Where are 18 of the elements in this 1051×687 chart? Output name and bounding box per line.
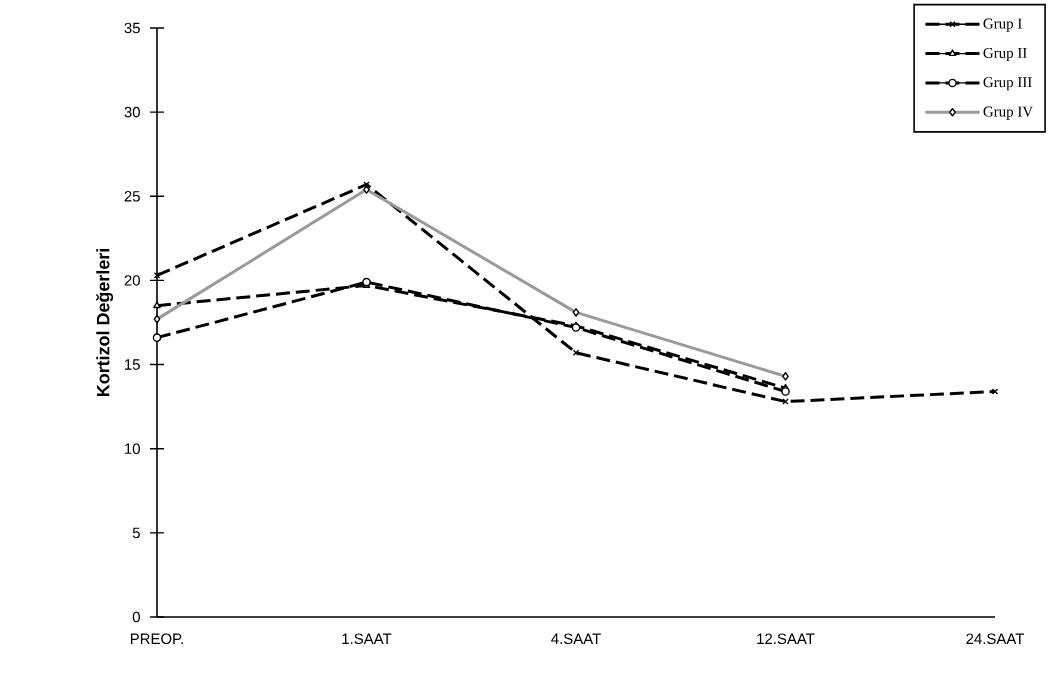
y-tick-label: 0: [132, 611, 140, 623]
legend-label: Grup IV: [983, 106, 1033, 120]
y-tick-label: 35: [124, 22, 140, 34]
x-tick-label: 4.SAAT: [551, 633, 601, 645]
x-tick-label: 24.SAAT: [966, 633, 1025, 645]
y-tick-label: 25: [124, 190, 140, 202]
y-axis-title: Kortizol Değerleri: [96, 249, 114, 397]
y-tick-label: 10: [125, 443, 140, 454]
y-tick-label: 30: [124, 106, 140, 118]
x-tick-label: 12.SAAT: [757, 633, 815, 645]
legend-label: Grup I: [983, 18, 1022, 32]
y-tick-label: 5: [132, 527, 140, 539]
legend-label: Grup III: [983, 77, 1032, 91]
x-tick-label: 1.SAAT: [342, 633, 392, 645]
y-tick-label: 15: [125, 359, 140, 370]
legend-label: Grup II: [983, 47, 1027, 61]
x-tick-label: PREOP.: [130, 633, 183, 645]
y-tick-label: 20: [124, 275, 140, 286]
